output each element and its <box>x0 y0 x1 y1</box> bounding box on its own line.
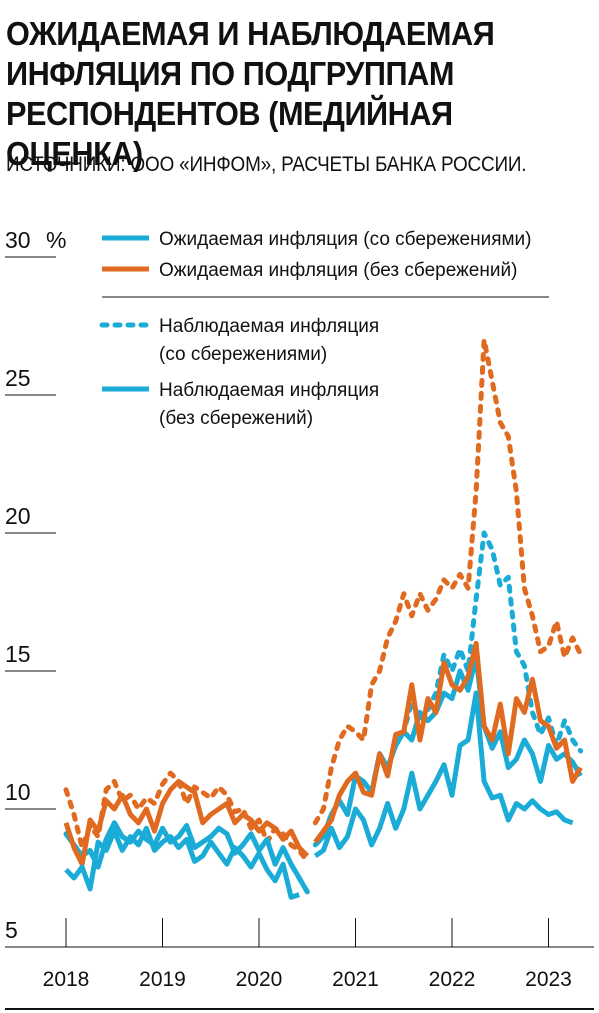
legend-label-2-1: (со сбережениями) <box>159 344 327 365</box>
y-tick-label-10: 10 <box>5 779 31 805</box>
x-tick-label-2019: 2019 <box>139 968 186 991</box>
legend-label-2-0: Наблюдаемая инфляция <box>159 316 379 337</box>
series-line-3-segment-1 <box>313 690 574 858</box>
x-tick-label-2018: 2018 <box>43 968 90 991</box>
chart-title: ОЖИДАЕМАЯ И НАБЛЮДАЕМАЯ ИНФЛЯЦИЯ ПО ПОДГ… <box>6 15 495 172</box>
series-line-1-segment-0 <box>63 778 310 867</box>
legend-label-1-0: Ожидаемая инфляция (без сбережений) <box>159 260 517 281</box>
x-tick-label-2020: 2020 <box>236 968 283 991</box>
y-unit-label: % <box>46 227 66 253</box>
chart-source: ИСТОЧНИКИ: ООО «ИНФОМ», РАСЧЕТЫ БАНКА РО… <box>6 153 527 176</box>
y-tick-label-5: 5 <box>5 917 18 943</box>
legend: Ожидаемая инфляция (со сбережениями) Ожид… <box>99 229 549 429</box>
y-tick-label-15: 15 <box>5 641 31 667</box>
y-tick-label-25: 25 <box>5 365 31 391</box>
x-tick-label-2021: 2021 <box>332 968 379 991</box>
legend-label-3-0: Наблюдаемая инфляция <box>159 380 379 401</box>
legend-label-0-0: Ожидаемая инфляция (со сбережениями) <box>159 229 532 250</box>
series-lines <box>63 337 584 900</box>
y-tick-label-30: 30 <box>5 227 31 253</box>
series-line-3-segment-0 <box>64 825 300 900</box>
y-tick-labels: 5 10 15 20 25 30% <box>5 227 66 943</box>
y-tick-label-20: 20 <box>5 503 31 529</box>
x-tick-label-2023: 2023 <box>525 968 572 991</box>
series-line-2-segment-1 <box>312 530 584 848</box>
x-axis: 2018 2019 2020 2021 2022 2023 <box>5 918 594 1010</box>
x-tick-label-2022: 2022 <box>429 968 476 991</box>
series-line-0-segment-0 <box>63 820 310 894</box>
series-line-4-segment-1 <box>312 337 584 826</box>
series-line-1-segment-1 <box>313 640 583 844</box>
legend-label-3-1: (без сбережений) <box>159 408 313 429</box>
y-gridlines <box>5 256 56 948</box>
